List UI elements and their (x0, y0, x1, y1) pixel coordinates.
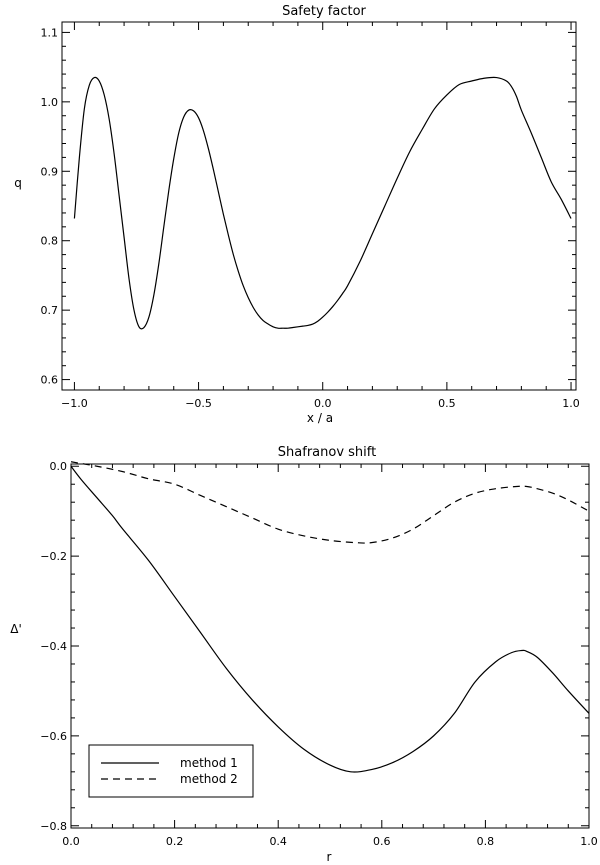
series-group (70, 461, 590, 773)
shafranov-shift-chart: Shafranov shift 0.0 0.2 0.4 0.6 0.8 1.0 0.0 −0… (10, 445, 598, 864)
y-axis-label: q (14, 176, 22, 190)
x-axis-label: x / a (307, 411, 333, 425)
x-tick-label: 0.0 (314, 397, 332, 410)
y-axis: 0.0 −0.2 −0.4 −0.6 −0.8 (40, 460, 589, 833)
legend: method 1 method 2 (88, 744, 254, 798)
x-tick-label: 0.6 (373, 835, 391, 848)
plot-frame (61, 21, 577, 391)
y-tick-label: 0.7 (41, 304, 59, 317)
y-tick-label: 0.8 (41, 235, 59, 248)
series-group (73, 76, 572, 330)
x-axis: 0.0 0.2 0.4 0.6 0.8 1.0 (62, 464, 598, 848)
y-tick-label: 1.0 (41, 96, 59, 109)
x-tick-label: 0.5 (438, 397, 456, 410)
y-tick-label: −0.8 (40, 820, 67, 833)
x-tick-label: 0.0 (62, 835, 80, 848)
y-axis: 0.6 0.7 0.8 0.9 1.0 1.1 (41, 26, 576, 387)
x-tick-label: 0.2 (166, 835, 184, 848)
legend-box (88, 744, 254, 798)
x-tick-label: 1.0 (580, 835, 598, 848)
x-axis-label: r (327, 850, 332, 864)
y-tick-label: −0.4 (40, 640, 67, 653)
x-tick-label: 0.4 (269, 835, 287, 848)
legend-label-method-1: method 1 (180, 756, 238, 770)
y-tick-label: −0.6 (40, 730, 67, 743)
y-tick-label: 0.0 (50, 460, 68, 473)
series-line-method-1 (70, 465, 590, 773)
chart-title: Shafranov shift (278, 445, 376, 460)
legend-label-method-2: method 2 (180, 772, 238, 786)
series-line-method-2 (70, 461, 590, 544)
y-tick-label: −0.2 (40, 550, 67, 563)
y-tick-label: 1.1 (41, 26, 59, 39)
x-axis: −1.0 −0.5 0.0 0.5 1.0 (61, 22, 580, 410)
x-tick-label: −1.0 (61, 397, 88, 410)
y-axis-label: Δ' (10, 622, 22, 636)
series-line-q (73, 76, 572, 330)
chart-title: Safety factor (282, 4, 366, 19)
x-tick-label: −0.5 (185, 397, 212, 410)
x-tick-label: 0.8 (477, 835, 495, 848)
y-tick-label: 0.6 (41, 374, 59, 387)
safety-factor-chart: Safety factor −1.0 −0.5 0.0 0.5 1.0 0.60.70.… (14, 4, 580, 425)
y-tick-label: 0.9 (41, 165, 59, 178)
x-tick-label: 1.0 (562, 397, 580, 410)
